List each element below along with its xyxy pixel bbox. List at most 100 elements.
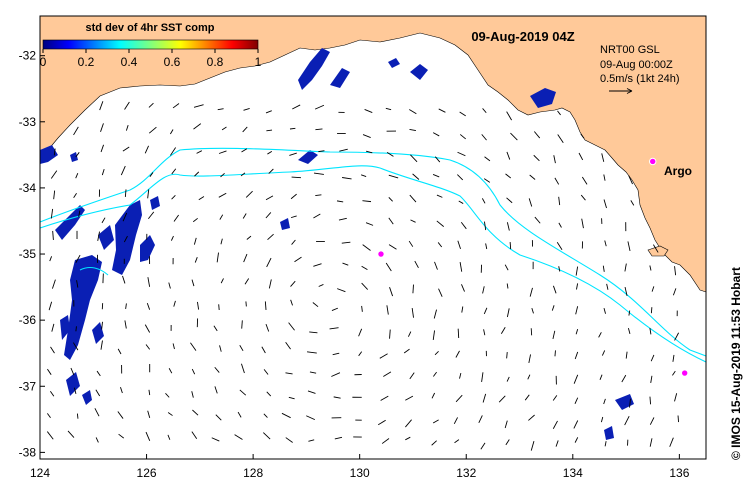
current-vector [411, 308, 414, 318]
current-vector [124, 189, 127, 197]
current-vector [146, 303, 151, 310]
x-tick-label: 132 [456, 466, 476, 480]
current-vector [290, 280, 296, 287]
current-vector [481, 134, 487, 141]
current-vector [528, 354, 531, 363]
current-vector [290, 299, 293, 306]
current-vector [453, 417, 458, 425]
current-vector [217, 108, 224, 111]
y-tick-label: -35 [19, 247, 37, 261]
current-vector [431, 440, 437, 446]
current-vector [145, 431, 151, 441]
current-vector [147, 410, 151, 419]
colorbar: std dev of 4hr SST comp 0 0.2 0.4 0.6 0.8 1 [40, 22, 262, 69]
current-vector [552, 330, 556, 340]
credit-text: © IMOS 15-Aug-2019 11:53 Hobart [729, 267, 743, 460]
current-vector [388, 174, 399, 179]
current-vector [604, 240, 607, 247]
current-vector [627, 241, 631, 252]
current-vector [553, 155, 556, 164]
current-vector [362, 134, 371, 138]
current-vector [362, 244, 371, 251]
current-vector [361, 282, 369, 290]
current-vector [52, 230, 54, 240]
current-vector [358, 351, 363, 357]
current-vector [552, 420, 558, 429]
current-vector [433, 309, 437, 319]
current-vector [294, 256, 302, 263]
current-vector [438, 288, 443, 297]
current-vector [624, 263, 627, 272]
info-line-1: NRT00 GSL [600, 44, 660, 56]
current-vector [674, 332, 680, 341]
colorbar-tick-label: 0 [40, 55, 47, 69]
current-vector [530, 441, 535, 451]
current-vector [432, 330, 436, 341]
current-vector [573, 420, 579, 429]
current-vector [144, 324, 151, 333]
current-vector [552, 285, 557, 294]
current-vector [360, 174, 367, 178]
current-vector [434, 261, 438, 270]
current-vector [601, 153, 605, 162]
current-vector [481, 372, 484, 382]
current-vector [309, 371, 317, 374]
current-vector [318, 150, 325, 153]
x-tick-label: 134 [563, 466, 583, 480]
current-vector [191, 279, 195, 287]
argo-float-marker [377, 250, 385, 258]
current-vector [290, 215, 297, 219]
current-vector [480, 442, 486, 450]
current-vector [650, 375, 653, 384]
current-vector [193, 123, 202, 130]
current-vector [331, 372, 341, 377]
y-tick-label: -38 [19, 445, 37, 459]
argo-label: Argo [664, 164, 692, 178]
current-vector [267, 151, 273, 155]
current-vector [432, 419, 439, 424]
current-vector [192, 217, 198, 223]
y-axis: -32 -33 -34 -35 -36 -37 -38 [19, 49, 45, 459]
current-vector [261, 346, 266, 354]
current-vector [75, 152, 80, 158]
current-vector [334, 436, 343, 440]
current-vector [341, 241, 351, 244]
current-vector [97, 231, 100, 241]
y-tick-label: -33 [19, 115, 37, 129]
current-vector [76, 413, 79, 419]
current-vector [173, 300, 176, 307]
current-vector [51, 323, 55, 332]
current-vector [243, 108, 250, 111]
current-vector [100, 340, 103, 350]
current-vector [50, 170, 58, 179]
current-vector [46, 431, 54, 440]
current-vector [313, 213, 321, 219]
current-vector [268, 168, 274, 174]
current-vector [557, 134, 564, 143]
current-vector [265, 110, 272, 114]
current-vector [603, 174, 606, 181]
y-tick-label: -32 [19, 49, 37, 63]
current-vector [482, 108, 487, 114]
current-vector [558, 222, 562, 228]
current-vector [312, 302, 319, 308]
current-vector [505, 439, 510, 446]
current-vector [53, 148, 56, 156]
current-vector [603, 307, 606, 314]
colorbar-tick-label: 1 [255, 55, 262, 69]
current-vector [377, 419, 386, 426]
current-vector [167, 412, 173, 416]
current-vector [315, 194, 322, 196]
current-vector [336, 200, 344, 203]
current-vector [101, 168, 105, 176]
current-vector [504, 264, 509, 271]
current-vector [627, 327, 631, 335]
current-vector [194, 257, 198, 263]
current-vector [386, 152, 394, 157]
current-vector [67, 430, 75, 438]
current-vector [241, 148, 248, 153]
current-vector [263, 413, 268, 418]
current-vector [383, 371, 392, 377]
current-vector [575, 306, 579, 315]
